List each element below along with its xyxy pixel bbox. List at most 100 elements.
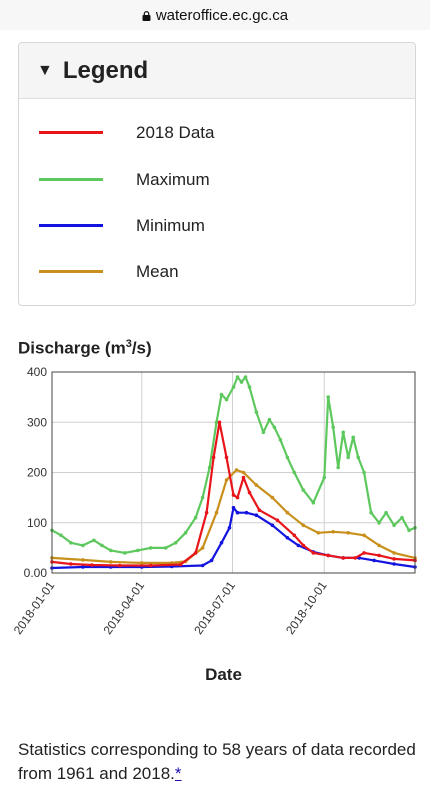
data-point-2018-data: [235, 495, 240, 500]
legend-toggle[interactable]: ▼ Legend: [19, 43, 415, 99]
data-point-maximum: [400, 515, 404, 520]
data-point-maximum: [362, 470, 366, 475]
data-point-minimum: [372, 558, 376, 563]
data-point-maximum: [301, 488, 306, 492]
data-point-minimum: [81, 565, 85, 569]
data-point-minimum: [285, 536, 290, 540]
data-point-2018-data: [362, 551, 366, 555]
data-point-maximum: [247, 385, 252, 389]
data-point-mean: [346, 531, 351, 535]
data-point-maximum: [384, 510, 388, 515]
data-point-maximum: [69, 541, 73, 545]
x-tick-label: 2018-07-01: [191, 578, 238, 637]
legend-swatch: [39, 270, 103, 273]
x-tick-label: 2018-01-01: [11, 578, 58, 637]
data-point-maximum: [341, 430, 346, 435]
data-point-mean: [270, 495, 275, 500]
footer-text: Statistics corresponding to 58 years of …: [18, 740, 416, 783]
chart-title-text: Discharge (m: [18, 338, 126, 358]
data-point-minimum: [270, 523, 275, 528]
data-point-maximum: [92, 538, 96, 543]
y-tick-label: 200: [27, 466, 47, 480]
data-point-minimum: [296, 543, 301, 548]
data-point-maximum: [336, 465, 341, 470]
x-axis-label: Date: [205, 665, 242, 684]
data-point-2018-data: [90, 563, 94, 567]
data-point-maximum: [173, 541, 178, 545]
chart-title-unit: /s): [131, 338, 152, 358]
data-point-mean: [234, 468, 239, 472]
legend-item-label: Minimum: [136, 216, 205, 235]
data-point-maximum: [292, 470, 297, 475]
data-point-2018-data: [241, 475, 246, 480]
legend-item-label: Mean: [136, 262, 179, 281]
data-point-maximum: [243, 375, 248, 379]
y-tick-label: 400: [27, 365, 47, 379]
legend-swatch: [39, 224, 103, 227]
data-point-maximum: [81, 543, 85, 548]
data-point-maximum: [326, 395, 331, 399]
data-point-minimum: [227, 526, 232, 530]
data-point-maximum: [261, 430, 266, 435]
data-point-mean: [214, 510, 219, 515]
data-point-maximum: [193, 515, 198, 520]
data-point-maximum: [267, 417, 272, 422]
data-point-2018-data: [211, 455, 216, 460]
x-tick-label: 2018-04-01: [101, 578, 148, 637]
data-point-mean: [285, 510, 290, 515]
data-point-maximum: [351, 435, 356, 440]
data-point-mean: [254, 483, 259, 487]
data-point-maximum: [214, 420, 219, 425]
footer-note: Statistics corresponding to 58 years of …: [18, 738, 418, 786]
data-point-2018-data: [257, 508, 262, 512]
chart-title-sup: 3: [125, 338, 132, 350]
chart-title: Discharge (m3/s): [18, 338, 152, 359]
data-point-minimum: [209, 558, 214, 563]
data-point-mean: [109, 560, 113, 564]
data-point-2018-data: [204, 510, 209, 515]
y-tick-label: 100: [27, 516, 47, 530]
data-point-maximum: [278, 438, 283, 442]
data-point-maximum: [59, 533, 63, 538]
data-point-minimum: [235, 510, 240, 515]
footnote-link[interactable]: *: [174, 764, 182, 783]
browser-url-bar[interactable]: wateroffice.ec.gc.ca: [0, 0, 430, 30]
data-point-mean: [362, 533, 366, 538]
data-point-mean: [224, 478, 229, 482]
data-point-mean: [140, 561, 144, 565]
data-point-maximum: [331, 425, 336, 430]
legend-swatch: [39, 178, 103, 181]
data-point-minimum: [392, 562, 396, 566]
plot-border: [51, 371, 416, 574]
data-point-maximum: [136, 548, 140, 553]
data-point-2018-data: [247, 490, 252, 495]
data-point-maximum: [207, 465, 212, 470]
data-point-maximum: [239, 380, 244, 384]
data-point-minimum: [219, 541, 224, 545]
data-point-maximum: [100, 543, 104, 548]
data-point-maximum: [322, 475, 327, 480]
data-point-maximum: [407, 528, 411, 533]
data-point-2018-data: [231, 493, 236, 497]
data-point-2018-data: [377, 553, 381, 558]
y-tick-label: 0.00: [24, 566, 48, 580]
data-point-maximum: [377, 521, 381, 525]
data-point-2018-data: [118, 563, 122, 568]
data-point-maximum: [346, 455, 351, 460]
data-point-2018-data: [311, 551, 316, 555]
data-point-maximum: [163, 546, 168, 550]
x-tick-label: 2018-10-01: [283, 578, 330, 637]
data-point-maximum: [285, 455, 290, 460]
data-point-mean: [81, 558, 85, 562]
data-point-2018-data: [353, 556, 358, 560]
data-point-maximum: [311, 500, 316, 505]
data-point-2018-data: [326, 553, 331, 558]
data-point-2018-data: [193, 551, 198, 555]
data-point-2018-data: [217, 420, 222, 425]
data-point-minimum: [244, 510, 249, 515]
y-tick-label: 300: [27, 415, 47, 429]
legend-item-label: Maximum: [136, 170, 210, 189]
data-point-maximum: [200, 495, 205, 500]
data-point-minimum: [200, 563, 205, 568]
data-point-mean: [316, 531, 321, 535]
